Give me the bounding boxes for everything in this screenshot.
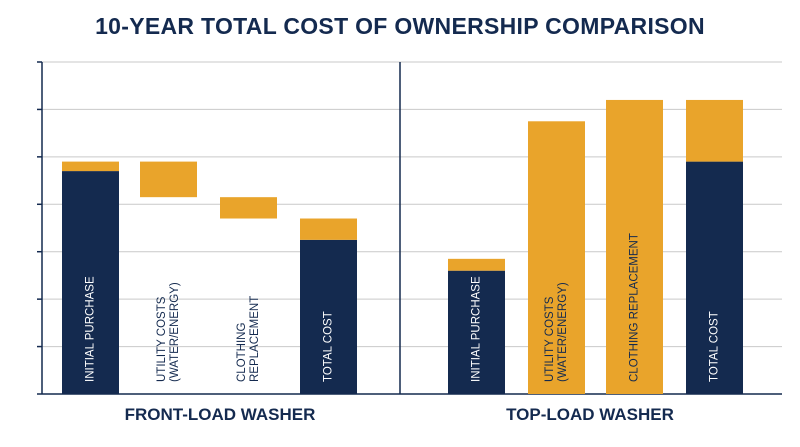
bar-label: UTILITY COSTS(WATER/ENERGY) bbox=[156, 282, 181, 382]
bar-increment-utility-costs-water-energy bbox=[140, 161, 197, 198]
bar-base-total-cost bbox=[300, 239, 357, 394]
bar-base-initial-purchase bbox=[62, 171, 119, 394]
bar-increment-clothing-replacement bbox=[220, 197, 277, 219]
bar-label: UTILITY COSTS(WATER/ENERGY) bbox=[544, 282, 569, 382]
bar-label: INITIAL PURCHASE bbox=[85, 276, 97, 382]
bar-label: CLOTHING REPLACEMENT bbox=[629, 233, 641, 382]
bar-increment-total-cost bbox=[300, 218, 357, 240]
bar-label: CLOTHINGREPLACEMENT bbox=[236, 296, 261, 382]
bar-increment-clothing-replacement bbox=[606, 99, 663, 394]
bar-increment-initial-purchase bbox=[448, 258, 505, 271]
bar-base-total-cost bbox=[686, 161, 743, 394]
bar-increment-initial-purchase bbox=[62, 161, 119, 172]
bar-increment-utility-costs-water-energy bbox=[528, 121, 585, 395]
bar-base-initial-purchase bbox=[448, 270, 505, 394]
bar-increment-total-cost bbox=[686, 99, 743, 162]
group-label-top-load: TOP-LOAD WASHER bbox=[506, 405, 674, 424]
bar-label: TOTAL COST bbox=[709, 311, 721, 382]
chart-title: 10-YEAR TOTAL COST OF OWNERSHIP COMPARIS… bbox=[95, 13, 705, 39]
bar-label: INITIAL PURCHASE bbox=[471, 276, 483, 382]
bar-label: TOTAL COST bbox=[323, 311, 335, 382]
group-label-front-load: FRONT-LOAD WASHER bbox=[124, 405, 316, 424]
